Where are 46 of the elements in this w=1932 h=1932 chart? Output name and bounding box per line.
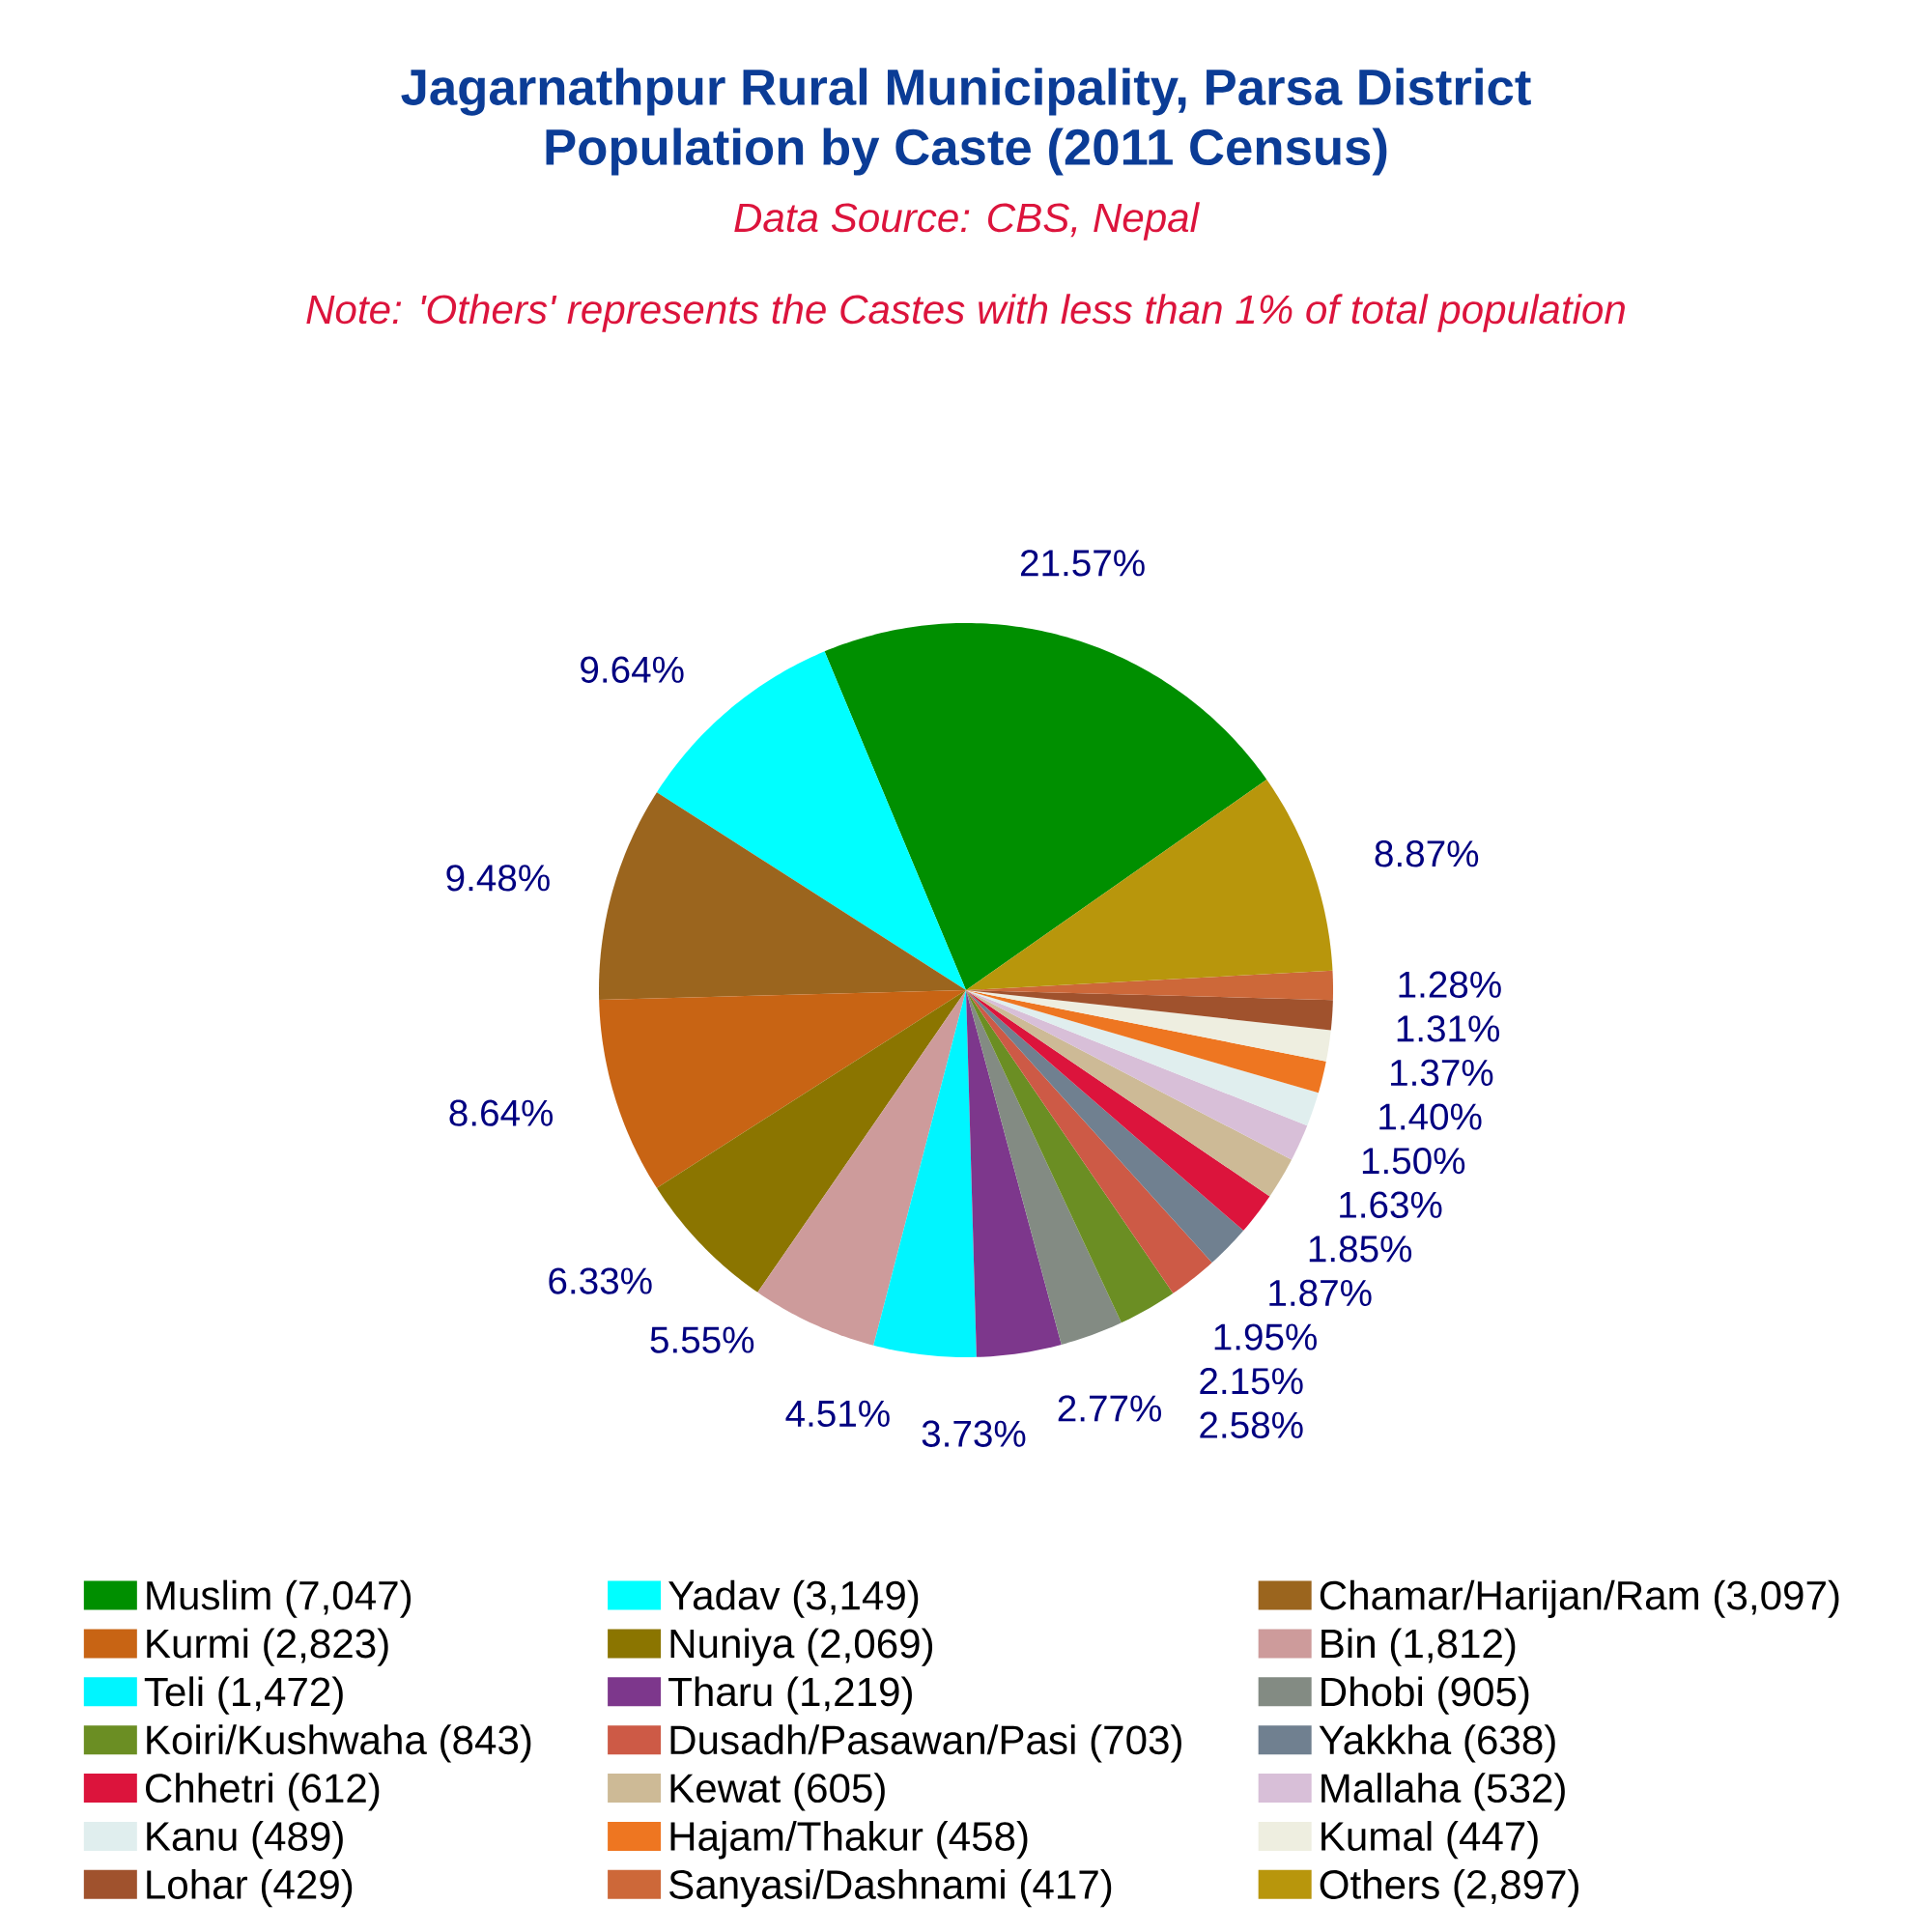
data-label: 1.63% (1340, 1191, 1442, 1218)
source-note: Data Source: CBS, Nepal (734, 202, 1200, 241)
legend-label: Others (2,897) (1320, 1868, 1578, 1908)
data-label: 1.50% (1362, 1148, 1465, 1175)
legend-label: Sanyasi/Dashnami (417) (669, 1868, 1112, 1908)
legend-label: Nuniya (2,069) (670, 1628, 933, 1666)
legend-label: Kumal (447) (1321, 1821, 1538, 1860)
data-label: 2.58% (1200, 1411, 1303, 1438)
data-label: 9.48% (446, 865, 550, 892)
data-label: 1.31% (1397, 1015, 1499, 1042)
data-label: 8.64% (449, 1099, 554, 1126)
legend-label: Bin (1,812) (1321, 1628, 1516, 1666)
data-label: 8.87% (1375, 840, 1479, 867)
text: Note: 'Others' represents the Castes with less than 1% of total population (306, 294, 1625, 332)
legend-label: Hajam/Thakur (458) (670, 1821, 1028, 1860)
legend-label: Kurmi (2,823) (147, 1628, 388, 1666)
legend-label: Teli (1,472) (144, 1676, 343, 1715)
data-label: 1.28% (1399, 971, 1501, 998)
data-label: 9.64% (581, 656, 684, 683)
data-label: 1.85% (1309, 1236, 1412, 1263)
data-label: 1.95% (1214, 1323, 1317, 1350)
legend-label: Kewat (605) (670, 1773, 885, 1811)
legend-label: Chamar/Harijan/Ram (3,097) (1320, 1579, 1839, 1618)
data-label: 3.73% (922, 1420, 1026, 1447)
legend-label: Lohar (429) (147, 1868, 353, 1908)
chart-subtitle: Population by Caste (2011 Census) (546, 128, 1387, 176)
legend-label: Chhetri (612) (146, 1773, 380, 1811)
legend-label: Yadav (3,149) (668, 1579, 919, 1618)
legend-label: Mallaha (532) (1321, 1773, 1565, 1811)
legend-label: Yakkha (638) (1319, 1724, 1555, 1763)
legend-label: Dhobi (905) (1321, 1676, 1529, 1715)
legend-label: Koiri/Kushwaha (843) (147, 1724, 531, 1763)
legend-label: Dusadh/Pasawan/Pasi (703) (670, 1724, 1181, 1763)
data-label: 5.55% (650, 1326, 754, 1353)
data-label: 2.77% (1058, 1395, 1161, 1422)
chart-title: Jagarnathpur Rural Municipality, Parsa District (401, 68, 1531, 116)
data-label: 1.40% (1379, 1103, 1482, 1130)
legend-label: Tharu (1,219) (668, 1676, 912, 1715)
data-label: 6.33% (549, 1267, 652, 1294)
data-label: 1.37% (1391, 1059, 1493, 1087)
legend-label: Muslim (7,047) (147, 1579, 412, 1618)
data-label: 21.57% (1020, 550, 1145, 577)
legend-label: Kanu (489) (147, 1821, 343, 1860)
data-label: 2.15% (1200, 1368, 1303, 1395)
data-label: 1.87% (1269, 1279, 1372, 1307)
data-label: 4.51% (785, 1400, 890, 1428)
